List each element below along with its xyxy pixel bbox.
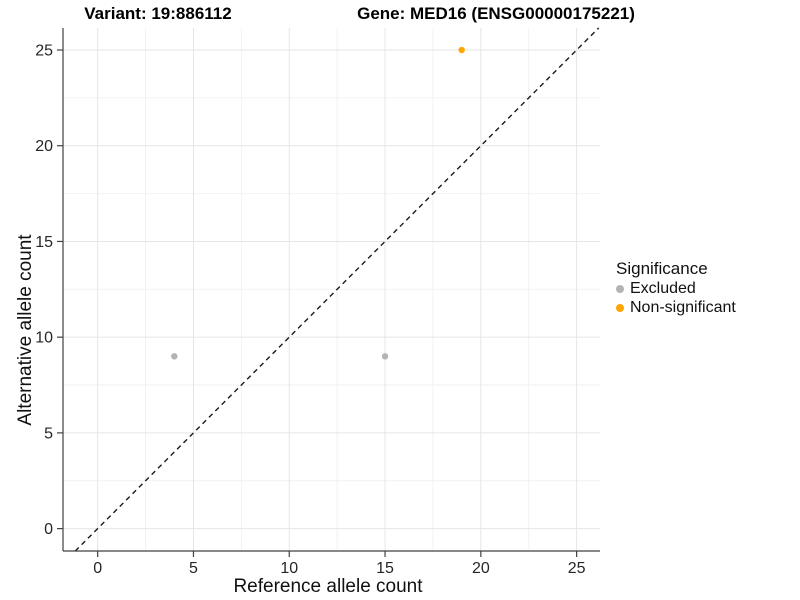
legend-title: Significance [616, 259, 708, 278]
legend-item-label: Non-significant [630, 298, 736, 316]
x-tick-label: 20 [472, 560, 490, 577]
y-tick-label: 5 [44, 425, 53, 442]
y-tick-label: 20 [35, 138, 53, 155]
data-point-excluded [381, 353, 389, 360]
y-tick-label: 10 [35, 330, 53, 347]
excluded-point-icon [616, 284, 624, 293]
x-tick-label: 5 [189, 560, 198, 577]
plot-title-variant: Variant: 19:886112 [84, 4, 232, 23]
non-significant-point-icon [616, 303, 624, 312]
x-axis-title: Reference allele count [233, 576, 423, 597]
x-tick-label: 25 [568, 560, 586, 577]
x-tick-label: 10 [280, 560, 298, 577]
legend-item-label: Excluded [630, 279, 696, 297]
plot-title-gene: Gene: MED16 (ENSG00000175221) [357, 4, 635, 23]
legend-item-excluded: Excluded [616, 279, 736, 298]
legend-item-non-significant: Non-significant [616, 298, 736, 317]
y-tick-label: 15 [35, 234, 53, 251]
y-axis-title: Alternative allele count [15, 234, 36, 426]
legend: Significance Excluded Non-significant [616, 258, 736, 317]
y-tick-label: 25 [35, 43, 53, 60]
x-tick-label: 0 [93, 560, 102, 577]
x-tick-label: 15 [376, 560, 394, 577]
data-point-non-significant [458, 46, 465, 54]
data-point-excluded [171, 353, 178, 360]
identity-dashed-line [74, 27, 600, 552]
y-tick-label: 0 [44, 521, 53, 538]
